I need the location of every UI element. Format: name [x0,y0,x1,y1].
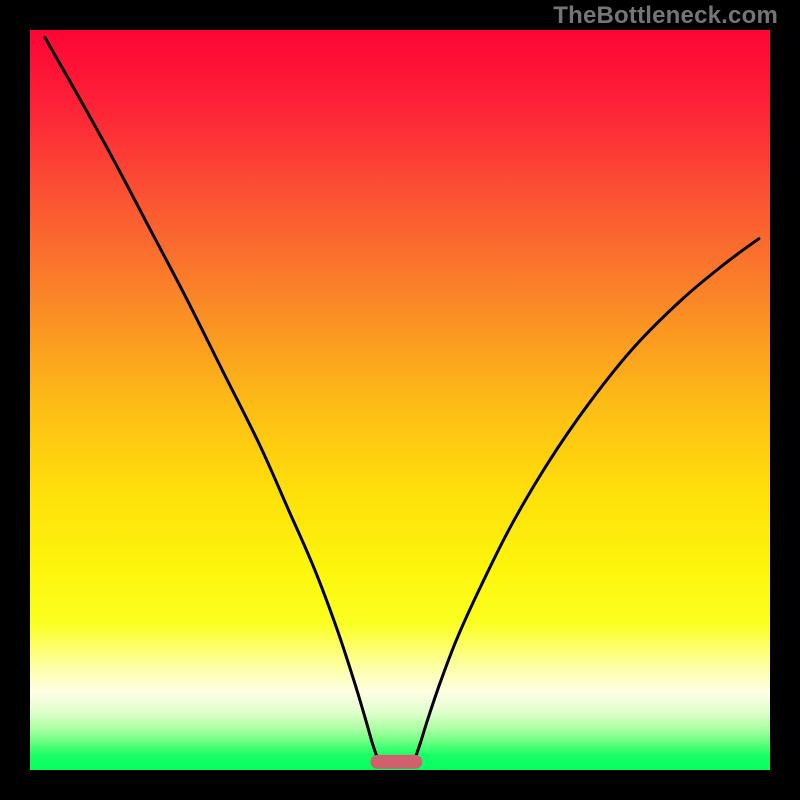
optimal-zone-marker [370,755,422,769]
bottleneck-chart [0,0,800,800]
plot-background [30,30,770,770]
chart-root: TheBottleneck.com [0,0,800,800]
